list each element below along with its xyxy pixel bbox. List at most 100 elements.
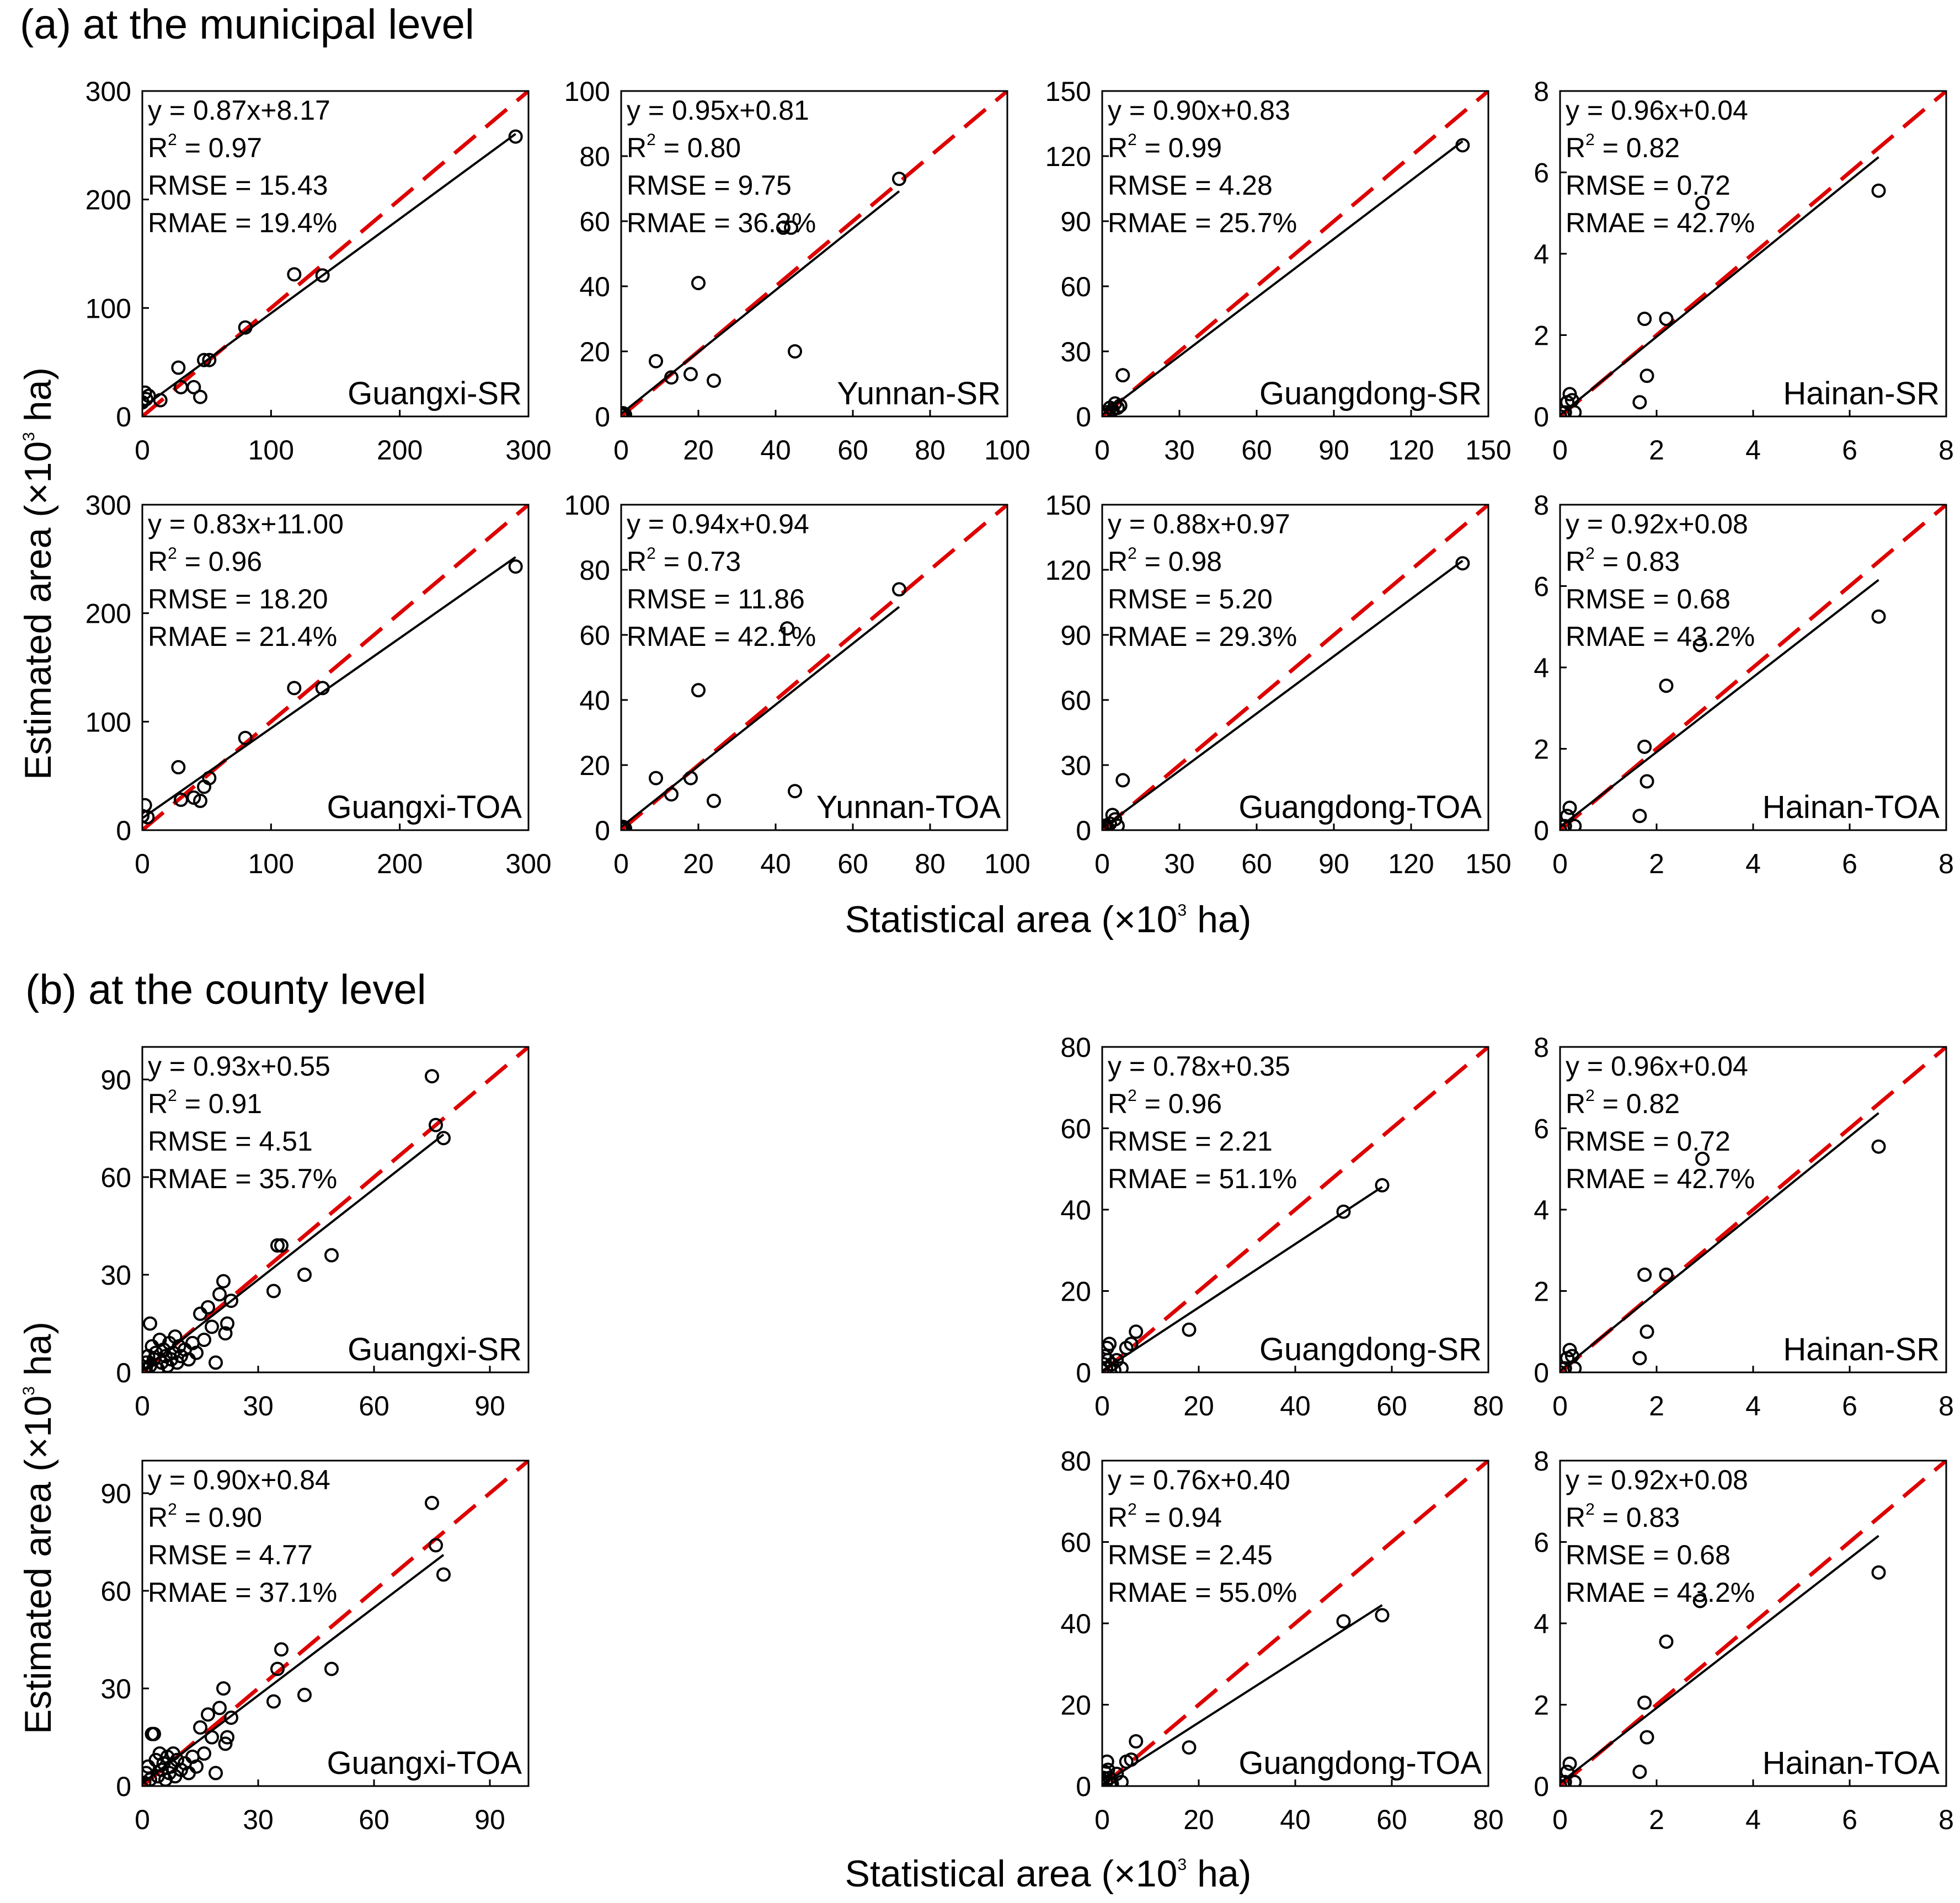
data-point <box>1129 1734 1144 1749</box>
plot-frame <box>620 504 1008 831</box>
r-squared: R2 = 0.80 <box>627 131 741 163</box>
x-tick-label: 30 <box>1164 848 1195 879</box>
r-squared-exponent: 2 <box>647 544 656 563</box>
y-tick-label: 8 <box>1534 76 1549 107</box>
x-axis-title-unit: ha) <box>1187 1853 1251 1895</box>
data-point <box>1102 1754 1114 1769</box>
r-squared-value: = 0.83 <box>1595 546 1680 577</box>
y-axis-title-section-a: Estimated area (×103 ha) <box>17 367 59 780</box>
regression-line <box>142 1134 445 1372</box>
x-tick-label: 40 <box>1280 1804 1311 1835</box>
data-point <box>621 408 632 416</box>
r-squared-exponent: 2 <box>1585 1500 1595 1519</box>
data-point <box>664 370 679 385</box>
data-point <box>324 1248 339 1263</box>
data-point <box>1637 312 1652 326</box>
data-point <box>202 352 217 367</box>
y-tick-label: 150 <box>1045 490 1091 521</box>
r-squared-value: = 0.99 <box>1137 132 1222 163</box>
y-axis-title-text: Estimated area (×10 <box>17 1396 59 1734</box>
data-point <box>266 1694 281 1709</box>
data-point <box>1375 1608 1390 1623</box>
data-point <box>1560 1765 1575 1779</box>
one-to-one-line <box>1102 1047 1488 1372</box>
data-point <box>1182 1322 1197 1337</box>
x-tick-label: 8 <box>1938 1804 1954 1835</box>
y-tick-label: 6 <box>1534 1527 1549 1558</box>
y-tick-label: 60 <box>100 1162 131 1193</box>
data-point <box>209 1355 223 1370</box>
y-tick-label: 0 <box>1534 815 1549 846</box>
x-axis-title-section-a: Statistical area (×103 ha) <box>845 899 1252 940</box>
x-tick-label: 60 <box>1376 1804 1407 1835</box>
data-point <box>224 1710 238 1725</box>
rmse-value: RMSE = 4.77 <box>148 1539 313 1570</box>
data-point <box>1114 1361 1129 1372</box>
x-tick-label: 60 <box>359 1804 389 1835</box>
x-tick-label: 6 <box>1842 848 1857 879</box>
data-point <box>707 793 721 808</box>
r-squared-symbol: R <box>148 132 168 163</box>
data-point <box>1108 812 1123 827</box>
panel-region-label: Guangdong-TOA <box>1238 1745 1482 1781</box>
panel-region-label: Hainan-SR <box>1783 376 1940 411</box>
r-squared-symbol: R <box>1566 546 1585 577</box>
y-tick-label: 8 <box>1534 1446 1549 1477</box>
r-squared-symbol: R <box>627 132 647 163</box>
y-tick-label: 100 <box>564 490 610 521</box>
data-point <box>193 1720 207 1735</box>
x-tick-label: 0 <box>1094 435 1110 466</box>
y-tick-label: 90 <box>100 1478 131 1509</box>
one-to-one-line <box>142 91 528 416</box>
x-tick-label: 0 <box>1552 435 1568 466</box>
data-point <box>218 1326 233 1341</box>
plot-area <box>142 1461 528 1786</box>
data-point <box>691 683 706 698</box>
rmse-value: RMSE = 18.20 <box>148 584 328 614</box>
data-point <box>315 681 330 696</box>
data-point <box>1375 1178 1390 1193</box>
data-point <box>205 1319 219 1334</box>
x-tick-label: 0 <box>613 848 629 879</box>
y-tick-label: 0 <box>1076 815 1091 846</box>
y-tick-label: 6 <box>1534 571 1549 602</box>
data-point <box>788 344 802 359</box>
data-point <box>425 1069 439 1084</box>
x-tick-label: 4 <box>1745 848 1761 879</box>
rmae-value: RMAE = 55.0% <box>1108 1577 1297 1608</box>
r-squared-exponent: 2 <box>1128 1500 1137 1519</box>
panel-region-label: Guangdong-SR <box>1259 1332 1482 1367</box>
scatter-panel: 0 100 200 300 0 100 200 300 y = 0.83x+11.00 R2 = … <box>86 490 552 879</box>
data-point <box>1871 609 1886 624</box>
data-point <box>664 787 679 802</box>
rmse-value: RMSE = 5.20 <box>1108 584 1273 614</box>
data-point <box>429 1118 443 1132</box>
regression-equation: y = 0.88x+0.97 <box>1108 509 1290 539</box>
panel-region-label: Hainan-TOA <box>1763 1745 1940 1781</box>
y-tick-label: 6 <box>1534 1114 1549 1145</box>
data-point <box>270 1238 285 1253</box>
panel-region-label: Guangdong-TOA <box>1238 789 1482 825</box>
data-point <box>649 771 663 785</box>
r-squared-exponent: 2 <box>168 131 177 149</box>
data-point <box>1632 1765 1647 1779</box>
data-point <box>1560 819 1572 830</box>
y-tick-label: 2 <box>1534 1276 1549 1307</box>
data-point <box>1336 1204 1351 1219</box>
x-tick-label: 0 <box>1552 848 1568 879</box>
data-point <box>1632 809 1647 824</box>
data-point <box>1639 1324 1654 1339</box>
y-tick-label: 120 <box>1045 141 1091 172</box>
x-tick-label: 30 <box>1164 435 1195 466</box>
regression-line <box>1102 559 1464 829</box>
data-point <box>683 771 698 785</box>
y-tick-label: 60 <box>579 620 610 651</box>
y-tick-label: 2 <box>1534 1690 1549 1721</box>
x-tick-label: 4 <box>1745 1391 1761 1421</box>
data-point <box>892 582 906 597</box>
data-point <box>621 821 632 830</box>
data-point <box>1632 395 1647 410</box>
data-point <box>1110 819 1125 830</box>
y-tick-label: 20 <box>579 336 610 367</box>
